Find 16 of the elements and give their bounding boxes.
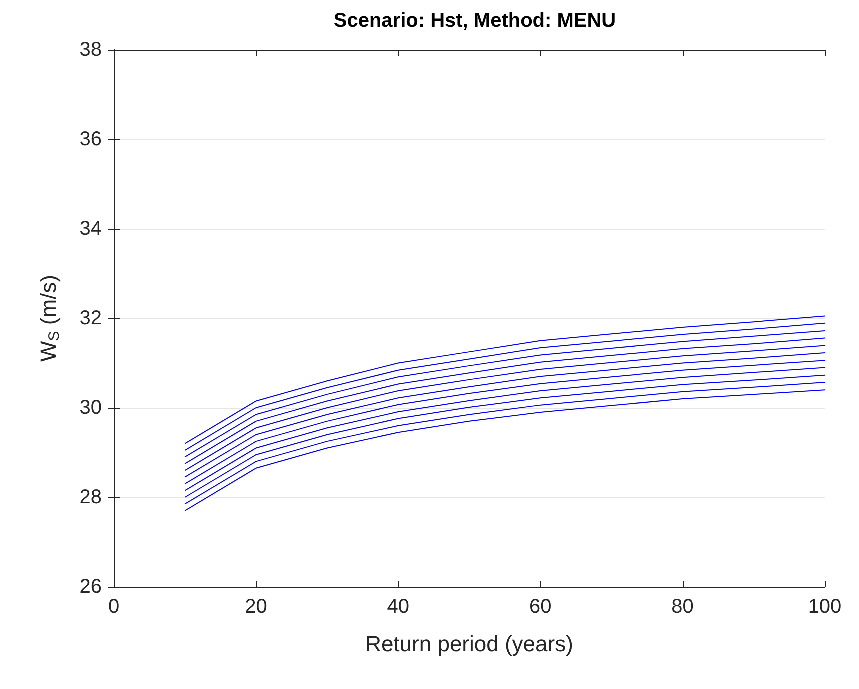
y-axis-title: WS (m/s) (36, 275, 63, 362)
y-tick-label: 32 (80, 308, 102, 330)
x-tick-label: 100 (808, 596, 842, 618)
x-tick-label: 80 (672, 596, 694, 618)
x-tick-label: 40 (387, 596, 410, 618)
y-tick-label: 38 (80, 39, 102, 61)
y-tick-label: 34 (80, 218, 102, 240)
x-tick-label: 20 (245, 596, 268, 618)
x-axis-title: Return period (years) (366, 632, 574, 656)
chart-title: Scenario: Hst, Method: MENU (334, 10, 616, 32)
y-tick-label: 36 (80, 128, 102, 150)
x-tick-label: 0 (108, 596, 120, 618)
y-tick-label: 26 (80, 576, 102, 598)
x-tick-label: 60 (529, 596, 552, 618)
y-tick-label: 30 (80, 397, 102, 419)
y-tick-label: 28 (80, 486, 102, 508)
